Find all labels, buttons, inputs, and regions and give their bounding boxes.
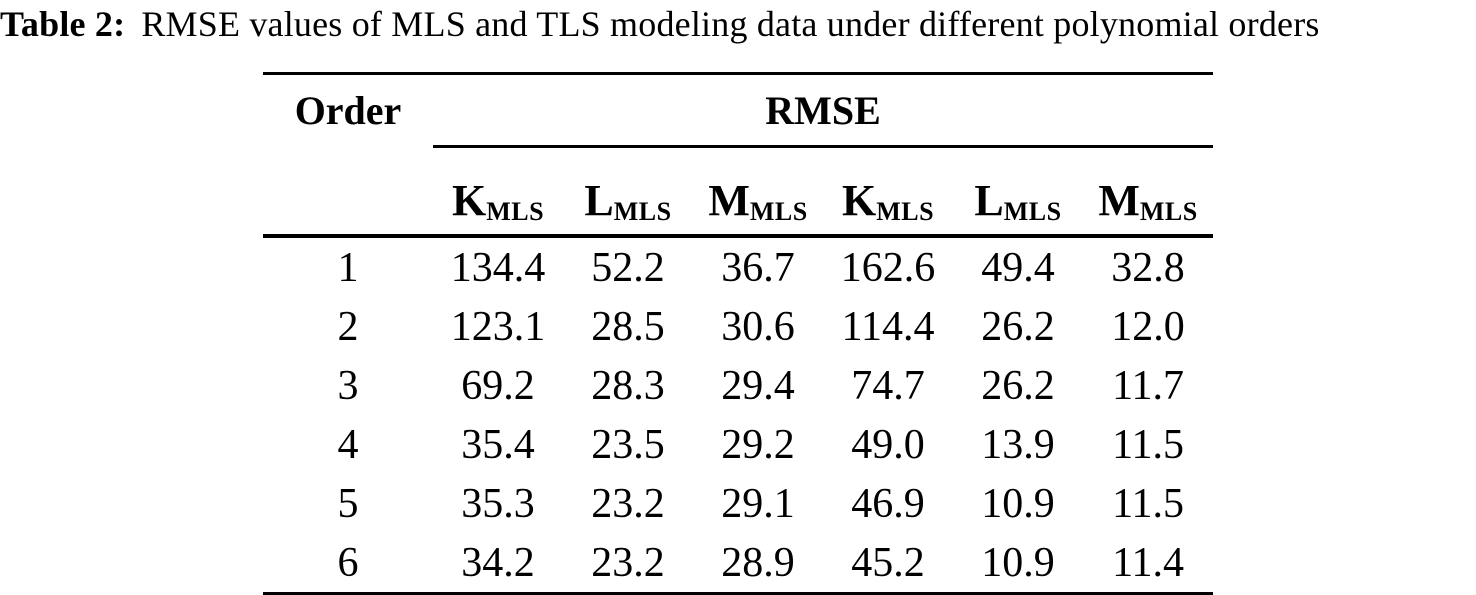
value-cell: 12.0 — [1111, 303, 1185, 350]
table-row: 6 34.2 23.2 28.9 45.2 10.9 11.4 — [263, 533, 1214, 595]
value-cell: 52.2 — [591, 244, 665, 291]
value-cell: 23.2 — [591, 480, 665, 527]
value-cell: 49.0 — [851, 421, 925, 468]
value-cell: 45.2 — [823, 533, 953, 595]
rmse-table: Order RMSE KMLS LMLS MMLS KMLS LMLS MMLS… — [263, 72, 1214, 595]
column-header-m-mls-1: MMLS — [693, 146, 823, 238]
table-container: Order RMSE KMLS LMLS MMLS KMLS LMLS MMLS… — [263, 72, 1214, 595]
column-header-k-mls-2: KMLS — [823, 146, 953, 238]
value-cell: 35.3 — [461, 480, 535, 527]
value-cell: 34.2 — [433, 533, 563, 595]
column-header-m-mls-2: MMLS — [1083, 146, 1214, 238]
subheader-spacer — [263, 146, 433, 238]
value-cell: 28.3 — [591, 362, 665, 409]
value-cell: 10.9 — [981, 480, 1055, 527]
value-cell: 29.4 — [721, 362, 795, 409]
table-caption-text: RMSE values of MLS and TLS modeling data… — [141, 4, 1320, 44]
subscript-label: MLS — [1003, 197, 1062, 226]
table-row: 2 123.1 28.5 30.6 114.4 26.2 12.0 — [263, 297, 1213, 356]
value-cell: 11.5 — [1112, 480, 1185, 527]
table-header-group-row: Order RMSE — [263, 72, 1214, 148]
value-cell: 11.5 — [1112, 421, 1185, 468]
value-cell: 49.4 — [981, 244, 1055, 291]
value-cell: 28.5 — [591, 303, 665, 350]
column-group-header-rmse: RMSE — [433, 72, 1214, 148]
subscript-label: MLS — [876, 197, 935, 226]
subscript-label: MLS — [613, 197, 672, 226]
table-row: 3 69.2 28.3 29.4 74.7 26.2 11.7 — [263, 356, 1213, 415]
value-cell: 46.9 — [851, 480, 925, 527]
order-cell: 6 — [263, 533, 433, 595]
value-cell: 134.4 — [450, 244, 546, 291]
value-cell: 10.9 — [953, 533, 1083, 595]
subscript-label: MLS — [486, 197, 545, 226]
value-cell: 29.2 — [721, 421, 795, 468]
value-cell: 69.2 — [461, 362, 535, 409]
table-row: 1 134.4 52.2 36.7 162.6 49.4 32.8 — [263, 236, 1213, 297]
value-cell: 29.1 — [721, 480, 795, 527]
value-cell: 28.9 — [693, 533, 823, 595]
column-header-l-mls-2: LMLS — [953, 146, 1083, 238]
value-cell: 114.4 — [841, 303, 935, 350]
value-cell: 32.8 — [1111, 244, 1185, 291]
table-subheader-row: KMLS LMLS MMLS KMLS LMLS MMLS — [263, 146, 1214, 238]
value-cell: 30.6 — [721, 303, 795, 350]
value-cell: 36.7 — [721, 244, 795, 291]
value-cell: 162.6 — [840, 244, 936, 291]
table-caption: Table 2: RMSE values of MLS and TLS model… — [0, 2, 1476, 46]
subscript-label: MLS — [1139, 197, 1198, 226]
value-cell: 23.5 — [591, 421, 665, 468]
subscript-label: MLS — [749, 197, 808, 226]
order-cell: 3 — [337, 362, 359, 409]
column-header-k-mls-1: KMLS — [433, 146, 563, 238]
column-header-order: Order — [263, 72, 433, 147]
value-cell: 11.4 — [1083, 533, 1214, 595]
value-cell: 26.2 — [981, 303, 1055, 350]
value-cell: 11.7 — [1112, 362, 1185, 409]
order-cell: 5 — [337, 480, 359, 527]
order-cell: 2 — [337, 303, 359, 350]
table-row: 5 35.3 23.2 29.1 46.9 10.9 11.5 — [263, 474, 1213, 533]
value-cell: 13.9 — [981, 421, 1055, 468]
order-cell: 1 — [337, 244, 359, 291]
value-cell: 35.4 — [461, 421, 535, 468]
value-cell: 26.2 — [981, 362, 1055, 409]
value-cell: 74.7 — [851, 362, 925, 409]
value-cell: 123.1 — [450, 303, 546, 350]
table-caption-label: Table 2: — [0, 4, 126, 44]
value-cell: 23.2 — [563, 533, 693, 595]
column-header-l-mls-1: LMLS — [563, 146, 693, 238]
order-cell: 4 — [337, 421, 359, 468]
table-row: 4 35.4 23.5 29.2 49.0 13.9 11.5 — [263, 415, 1213, 474]
